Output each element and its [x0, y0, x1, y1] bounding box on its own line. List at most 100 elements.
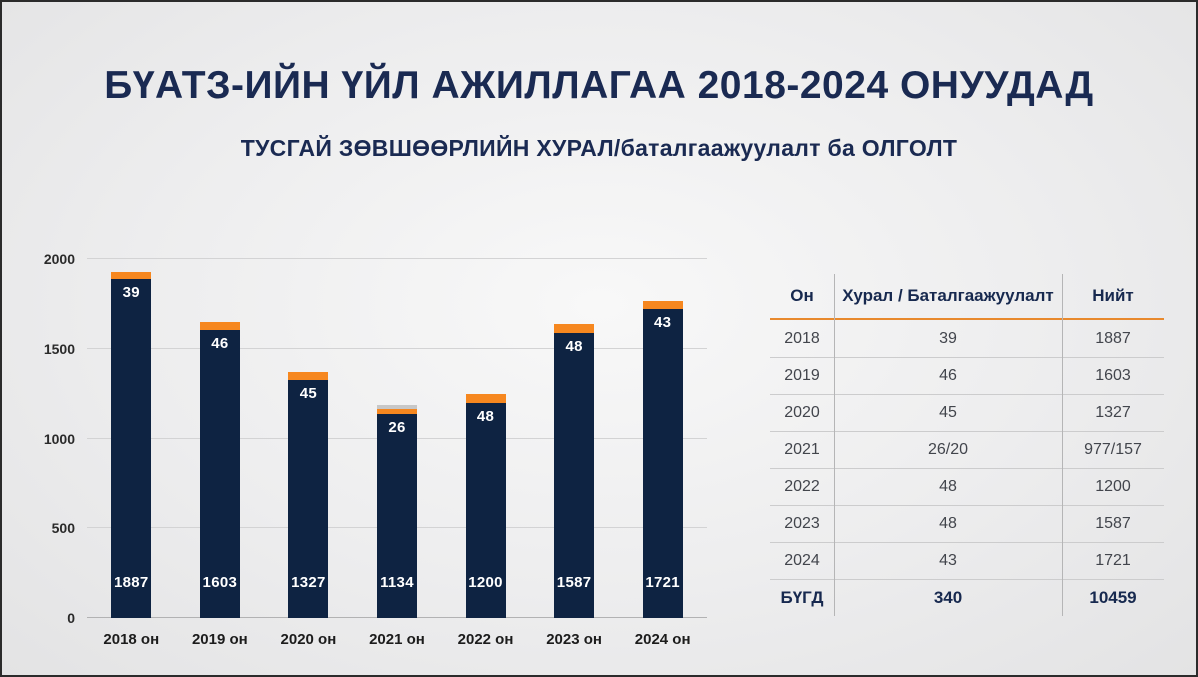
y-axis-tick-label: 500 [51, 520, 75, 537]
table-row: 2022 48 1200 [770, 468, 1164, 505]
bar-column: 48 1200 2022 он [458, 259, 513, 648]
x-axis-category-label: 2019 он [191, 631, 248, 648]
table-row: 2020 45 1327 [770, 394, 1164, 431]
bar-top-value-label: 48 [565, 338, 583, 355]
bar-segment-gray [376, 405, 417, 409]
bar-segment-orange [642, 301, 683, 309]
bar-total-value-label: 1887 [113, 574, 149, 591]
table-column-divider [834, 274, 835, 616]
bar-segment-orange [465, 394, 506, 403]
bar-segment-orange [199, 322, 240, 330]
bar-segment-navy: 45 1327 [288, 380, 329, 618]
stacked-bar: 39 1887 [111, 272, 152, 618]
stacked-bar: 45 1327 [288, 372, 329, 618]
bar-segment-navy: 46 1603 [199, 330, 240, 618]
bar-top-value-label: 26 [388, 419, 406, 436]
table-cell: 48 [939, 515, 957, 532]
bar-segment-orange [376, 409, 417, 414]
table-cell: 46 [939, 367, 957, 384]
table-column-divider [1062, 274, 1063, 616]
table-cell: 2022 [784, 478, 820, 495]
bar-segment-navy: 26 1134 [376, 414, 417, 618]
bar-column: 46 1603 2019 он [192, 259, 248, 648]
stacked-bar: 46 1603 [199, 322, 240, 618]
gridline [87, 347, 707, 349]
x-axis-category-label: 2022 он [457, 631, 514, 648]
table-row: 2018 39 1887 [770, 320, 1164, 357]
bar-segment-orange [111, 272, 152, 279]
x-axis-category-label: 2021 он [369, 631, 425, 648]
table-cell: БҮГД [780, 588, 824, 607]
table-row: 2023 48 1587 [770, 505, 1164, 542]
bar-column: 26 1134 2021 он [369, 259, 425, 648]
table-cell: Хурал / Баталгаажуулалт [842, 286, 1054, 305]
bar-segment-navy: 43 1721 [642, 309, 683, 618]
table-row: 2019 46 1603 [770, 357, 1164, 394]
table-cell: 2021 [784, 441, 820, 458]
y-axis-tick-label: 1500 [43, 340, 75, 357]
table-cell: 1603 [1095, 367, 1131, 384]
x-axis-category-label: 2020 он [280, 631, 337, 648]
bar-chart: 0 500 1000 1500 2000 39 1887 2018 он 46 1603 2019 … [44, 251, 707, 648]
y-axis-tick-label: 0 [67, 610, 75, 626]
bar-top-value-label: 43 [654, 314, 672, 331]
bar-total-value-label: 1721 [645, 574, 680, 591]
table-cell: 1587 [1095, 515, 1131, 532]
table-cell: 2018 [784, 329, 820, 347]
bar-total-value-label: 1134 [380, 574, 414, 591]
table-cell: 43 [939, 552, 957, 569]
bar-total-value-label: 1200 [468, 574, 503, 591]
table-cell: 1887 [1095, 329, 1131, 347]
table-cell: 1721 [1095, 552, 1131, 569]
table-header-row: Он Хурал / Баталгаажуулалт Нийт [770, 274, 1164, 320]
table-cell: 340 [933, 588, 963, 607]
bar-total-value-label: 1587 [556, 574, 592, 591]
bar-top-value-label: 46 [211, 335, 229, 352]
x-axis-category-label: 2018 он [103, 631, 160, 648]
page-title: БҮАТЗ-ИЙН ҮЙЛ АЖИЛЛАГАА 2018-2024 ОНУУДА… [104, 64, 1094, 107]
bar-top-value-label: 48 [476, 408, 495, 425]
table-cell: 39 [939, 329, 957, 347]
bars-container: 39 1887 2018 он 46 1603 2019 он 45 1327 2020 он 2… [87, 259, 707, 648]
stacked-bar: 26 1134 [376, 405, 417, 618]
y-axis-tick-label: 2000 [43, 251, 75, 267]
table-cell: 977/157 [1084, 441, 1142, 458]
bar-column: 43 1721 2024 он [635, 259, 691, 648]
bar-top-value-label: 45 [299, 385, 318, 402]
table-row: 2024 43 1721 [770, 542, 1164, 579]
table-cell: 26/20 [927, 441, 969, 458]
bar-top-value-label: 39 [122, 284, 140, 301]
table-cell: 1200 [1095, 478, 1131, 495]
table-cell: 10459 [1089, 588, 1137, 607]
bar-total-value-label: 1327 [291, 574, 326, 591]
table-cell: 2023 [784, 515, 820, 532]
stacked-bar: 48 1587 [554, 324, 595, 618]
gridline [87, 258, 707, 259]
stacked-bar: 48 1200 [465, 394, 506, 618]
bar-segment-orange [288, 372, 329, 380]
bar-segment-navy: 48 1587 [554, 333, 595, 618]
table-cell: 45 [939, 404, 957, 421]
table-cell: 2020 [784, 404, 820, 421]
x-axis-category-label: 2023 он [546, 631, 602, 648]
table-cell: Он [790, 286, 814, 305]
table-cell: 2024 [784, 552, 820, 569]
table-cell: 2019 [784, 367, 820, 384]
table-total-row: БҮГД 340 10459 [770, 579, 1164, 616]
bar-column: 39 1887 2018 он [103, 259, 159, 648]
table-cell: 1327 [1095, 404, 1131, 421]
bar-segment-navy: 48 1200 [465, 403, 506, 618]
summary-table: Он Хурал / Баталгаажуулалт Нийт 2018 39 1887 2… [770, 274, 1164, 616]
table-row: 2021 26/20 977/157 [770, 431, 1164, 468]
stacked-bar: 43 1721 [642, 301, 683, 618]
bar-column: 48 1587 2023 он [546, 259, 602, 648]
table-cell: Нийт [1092, 286, 1134, 305]
bar-segment-orange [554, 324, 595, 333]
bar-total-value-label: 1603 [202, 574, 238, 591]
page-subtitle: ТУСГАЙ ЗӨВШӨӨРЛИЙН ХУРАЛ/баталгаажуулалт… [240, 135, 958, 161]
bar-column: 45 1327 2020 он [281, 259, 336, 648]
y-axis-tick-label: 1000 [43, 430, 75, 447]
x-axis-category-label: 2024 он [634, 631, 691, 648]
bar-segment-navy: 39 1887 [111, 279, 152, 618]
